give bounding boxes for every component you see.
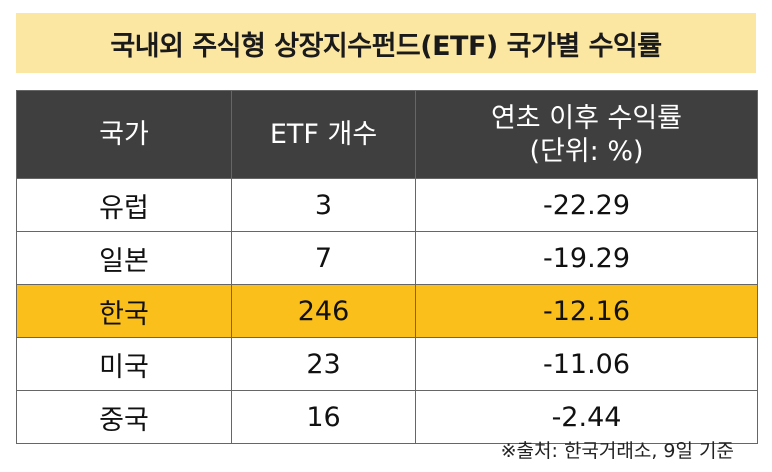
cell-country: 한국 (16, 284, 232, 338)
table-row: 유럽 3 -22.29 (16, 178, 758, 232)
table-row: 중국 16 -2.44 (16, 390, 758, 444)
table-row: 미국 23 -11.06 (16, 337, 758, 391)
header-return: 연초 이후 수익률 (단위: %) (415, 90, 758, 179)
cell-return: -12.16 (415, 284, 758, 338)
cell-return: -19.29 (415, 231, 758, 285)
cell-return: -22.29 (415, 178, 758, 232)
cell-country: 미국 (16, 337, 232, 391)
cell-country: 일본 (16, 231, 232, 285)
cell-etf-count: 246 (231, 284, 416, 338)
header-return-unit: (단위: %) (529, 135, 644, 167)
source-note: ※출처: 한국거래소, 9일 기준 (500, 440, 734, 462)
page-title: 국내외 주식형 상장지수펀드(ETF) 국가별 수익률 (110, 30, 662, 62)
cell-etf-count: 3 (231, 178, 416, 232)
table-header-row: 국가 ETF 개수 연초 이후 수익률 (단위: %) (16, 90, 758, 179)
cell-return: -11.06 (415, 337, 758, 391)
header-etf-count: ETF 개수 (231, 90, 416, 179)
header-return-label: 연초 이후 수익률 (490, 102, 683, 134)
cell-country: 유럽 (16, 178, 232, 232)
cell-return: -2.44 (415, 390, 758, 444)
cell-etf-count: 7 (231, 231, 416, 285)
cell-country: 중국 (16, 390, 232, 444)
etf-returns-table: 국가 ETF 개수 연초 이후 수익률 (단위: %) 유럽 3 -22.29 … (16, 90, 758, 444)
cell-etf-count: 16 (231, 390, 416, 444)
table-row: 한국 246 -12.16 (16, 284, 758, 338)
cell-etf-count: 23 (231, 337, 416, 391)
title-banner: 국내외 주식형 상장지수펀드(ETF) 국가별 수익률 (16, 13, 756, 73)
header-country: 국가 (16, 90, 232, 179)
table-row: 일본 7 -19.29 (16, 231, 758, 285)
